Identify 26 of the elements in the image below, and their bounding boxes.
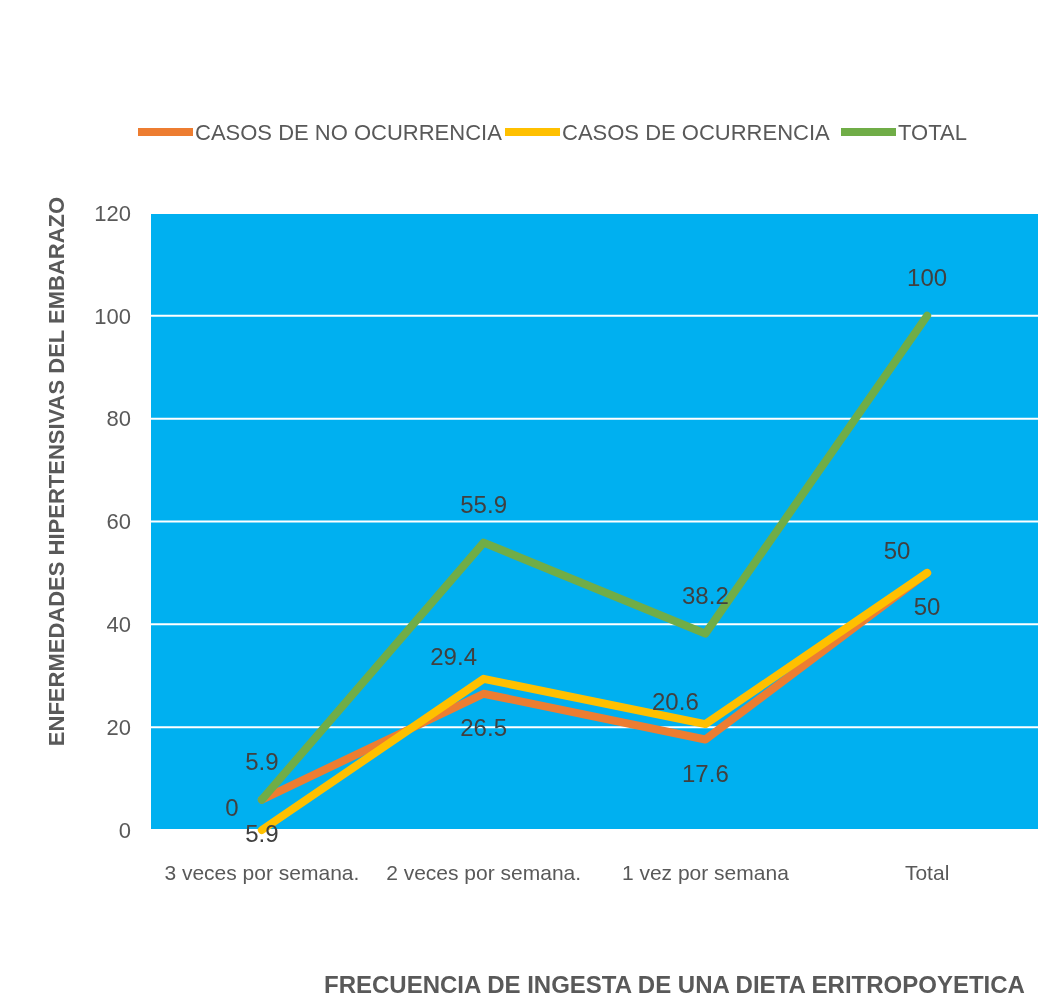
- x-axis-title: FRECUENCIA DE INGESTA DE UNA DIETA ERITROPOYETICA: [324, 971, 1025, 998]
- legend-label: CASOS DE NO OCURRENCIA: [195, 119, 503, 145]
- y-tick-label: 40: [106, 612, 131, 638]
- data-label: 38.2: [682, 581, 729, 609]
- data-label: 0: [225, 794, 239, 821]
- y-tick-label: 0: [118, 817, 131, 843]
- y-tick-label: 120: [94, 200, 131, 226]
- data-label: 50: [913, 592, 941, 620]
- x-tick-label: Total: [904, 861, 950, 884]
- y-tick-label: 20: [106, 714, 131, 740]
- y-tick-label: 60: [106, 509, 131, 535]
- data-label: 55.9: [460, 490, 507, 518]
- data-label: 17.6: [682, 759, 729, 787]
- y-tick-label: 100: [94, 303, 131, 329]
- y-axis-title: ENFERMEDADES HIPERTENSIVAS DEL EMBARAZO: [44, 196, 69, 747]
- y-tick-label: 80: [106, 406, 131, 432]
- x-tick-label: 2 veces por semana.: [386, 861, 582, 884]
- legend-label: CASOS DE OCURRENCIA: [562, 119, 831, 145]
- data-label: 29.4: [430, 642, 477, 670]
- data-label: 100: [907, 263, 948, 291]
- x-tick-label: 3 veces por semana.: [164, 861, 360, 884]
- legend-label: TOTAL: [898, 119, 967, 145]
- x-tick-label: 1 vez por semana: [621, 861, 790, 884]
- data-label: 50: [883, 536, 911, 564]
- data-label: 5.9: [245, 747, 279, 775]
- data-label: 20.6: [652, 688, 699, 716]
